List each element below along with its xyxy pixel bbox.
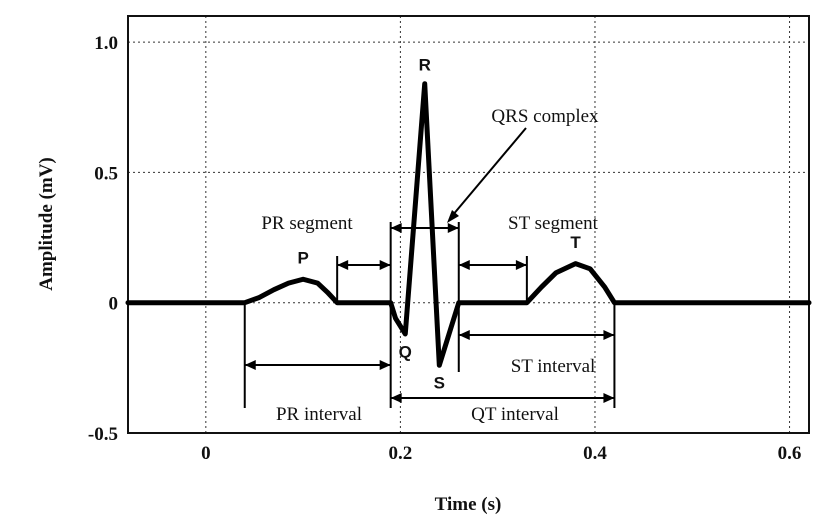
pr-segment-arrow-arrowhead-left	[337, 260, 349, 270]
st-segment-arrow-arrowhead-left	[458, 260, 470, 270]
x-axis-label: Time (s)	[435, 494, 502, 515]
y-tick-label: 0	[109, 294, 119, 315]
pr-segment-label: PR segment	[261, 213, 353, 234]
annotation-layer: PR segment QRS complex ST segment PR interv…	[243, 106, 616, 425]
grid-layer	[128, 16, 809, 433]
qt-interval-arrow-arrowhead-right	[603, 393, 615, 403]
tick-layer: 0 0.2 0.4 0.6 1.0 0.5 0 -0.5	[88, 33, 801, 464]
qrs-bracket-arrow-arrowhead-right	[447, 223, 459, 233]
x-tick-label: 0.6	[778, 443, 802, 464]
y-tick-label: -0.5	[88, 424, 118, 445]
y-axis-label: Amplitude (mV)	[36, 157, 57, 291]
wave-label-p: P	[297, 249, 308, 268]
st-interval-arrow-arrowhead-right	[603, 330, 615, 340]
st-interval-arrow-arrowhead-left	[458, 330, 470, 340]
wave-label-s: S	[434, 374, 445, 393]
trace-layer	[125, 81, 812, 368]
st-segment-label: ST segment	[508, 213, 599, 234]
pr-interval-arrow-arrowhead-right	[379, 360, 391, 370]
wave-label-t: T	[570, 233, 581, 252]
pr-segment-arrow-arrowhead-right	[379, 260, 391, 270]
y-tick-label: 1.0	[94, 33, 118, 54]
wave-label-r: R	[419, 56, 431, 75]
qrs-bracket-arrow-arrowhead-left	[390, 223, 402, 233]
x-tick-label: 0	[201, 443, 211, 464]
pr-interval-arrow-arrowhead-left	[244, 360, 256, 370]
x-tick-label: 0.2	[389, 443, 413, 464]
wave-label-layer: P Q R S T	[297, 56, 581, 393]
wave-label-q: Q	[399, 342, 412, 361]
plot-frame	[127, 15, 810, 434]
qt-interval-arrow-arrowhead-left	[390, 393, 402, 403]
pr-interval-label: PR interval	[276, 404, 362, 425]
x-tick-label: 0.4	[583, 443, 607, 464]
qt-interval-label: QT interval	[471, 404, 559, 425]
ecg-trace	[125, 81, 812, 368]
y-tick-label: 0.5	[94, 163, 118, 184]
st-interval-label: ST interval	[511, 356, 596, 377]
st-segment-arrow-arrowhead-right	[515, 260, 527, 270]
qrs-pointer-arrowhead	[447, 210, 459, 223]
qrs-complex-label: QRS complex	[491, 106, 599, 127]
qrs-pointer-line	[451, 127, 527, 217]
